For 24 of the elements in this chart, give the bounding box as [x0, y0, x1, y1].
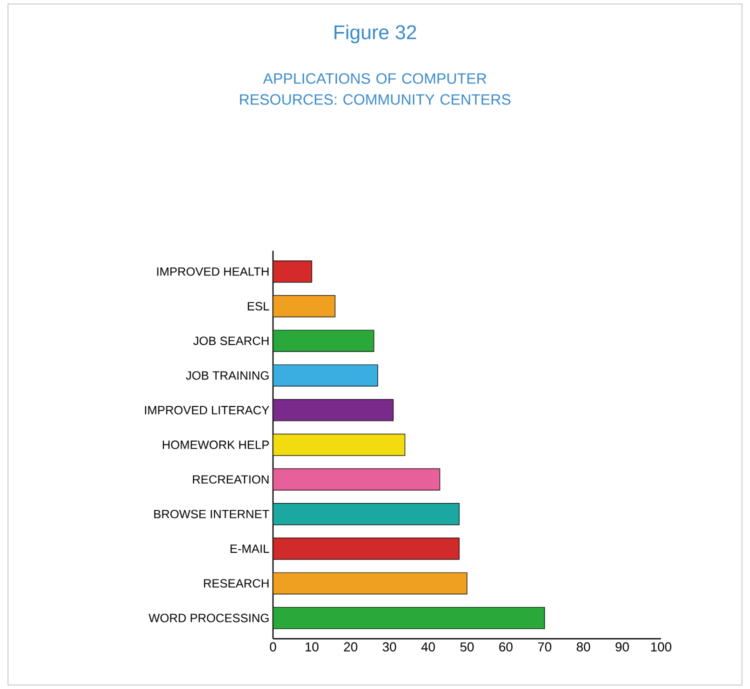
x-tick-label: 30 — [382, 642, 396, 652]
y-tick-label: JOB TRAINING — [186, 371, 269, 380]
chart-subtitle: APPLICATIONS OF COMPUTER RESOURCES: COMMUNITY CENTERS — [240, 73, 510, 105]
y-tick-label: IMPROVED HEALTH — [157, 267, 269, 276]
y-tick-label: WORD PROCESSING — [148, 614, 269, 622]
x-tick-label: 80 — [576, 642, 590, 652]
y-tick-label: RESEARCH — [204, 579, 268, 588]
x-tick-label: 50 — [460, 642, 474, 652]
x-tick-label: 10 — [306, 642, 319, 652]
y-tick-label: JOB SEARCH — [193, 336, 268, 346]
x-tick-label: 0 — [270, 642, 276, 652]
y-tick-label: E-MAIL — [230, 544, 270, 553]
x-tick-label: 20 — [344, 642, 358, 652]
y-tick-label: RECREATION — [192, 475, 269, 484]
x-tick-label: 90 — [616, 642, 629, 652]
y-tick-label: IMPROVED LITERACY — [145, 406, 270, 414]
chart-title: Figure 32 — [334, 24, 416, 44]
y-tick-label: BROWSE INTERNET — [154, 510, 270, 518]
y-tick-label: ESL — [248, 302, 270, 310]
x-tick-label: 70 — [538, 642, 552, 652]
x-tick-label: 60 — [499, 642, 513, 652]
x-tick-label: 100 — [651, 642, 672, 652]
x-tick-label: 40 — [421, 642, 435, 652]
y-tick-label: HOMEWORK HELP — [162, 440, 269, 450]
